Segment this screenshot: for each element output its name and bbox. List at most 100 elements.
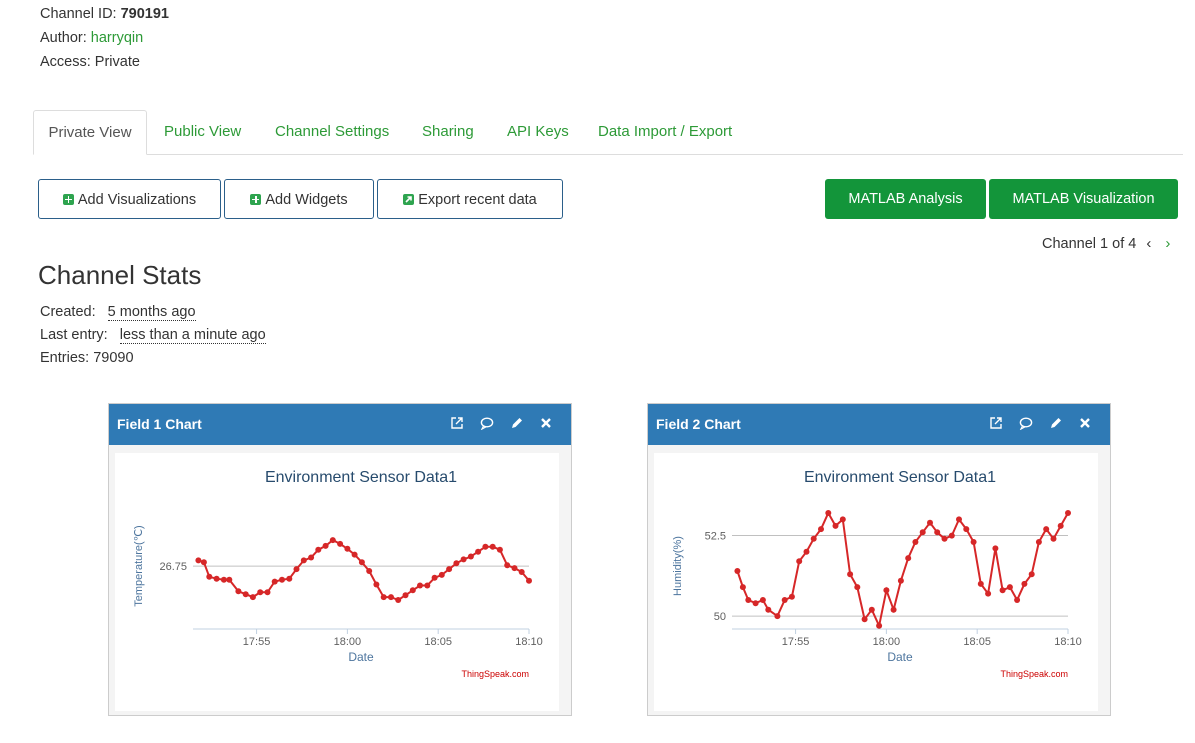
data-point xyxy=(956,516,962,523)
data-point xyxy=(308,554,315,561)
data-point xyxy=(358,559,365,566)
data-point xyxy=(395,597,402,603)
close-icon[interactable] xyxy=(539,416,553,430)
chart-area: Environment Sensor Data1 50 52.5 17:55 18:00… xyxy=(654,453,1098,711)
data-point xyxy=(315,546,322,553)
data-point xyxy=(300,557,307,564)
data-point xyxy=(460,556,467,563)
data-point xyxy=(999,587,1006,594)
export-recent-data-label: Export recent data xyxy=(418,192,537,208)
created-value: 5 months ago xyxy=(107,304,196,321)
chart-area: Environment Sensor Data1 26.75 17:55 18:00 1… xyxy=(115,453,559,711)
field-2-line-chart: Environment Sensor Data1 50 52.5 17:55 18:00… xyxy=(672,469,1082,679)
data-point xyxy=(739,584,746,591)
panel-title: Field 2 Chart xyxy=(656,416,741,432)
data-point xyxy=(825,510,832,516)
data-point xyxy=(934,529,941,536)
data-point xyxy=(453,560,460,567)
matlab-visualization-button[interactable]: MATLAB Visualization xyxy=(989,179,1178,219)
data-point xyxy=(380,594,387,601)
data-point xyxy=(438,571,445,578)
chart-title: Environment Sensor Data1 xyxy=(804,469,996,486)
data-point xyxy=(781,597,788,603)
x-axis-label: Date xyxy=(348,650,374,664)
add-widgets-button[interactable]: Add Widgets xyxy=(224,179,374,219)
last-entry-line: Last entry: less than a minute ago xyxy=(40,327,266,344)
data-point xyxy=(475,548,482,555)
tab-channel-settings[interactable]: Channel Settings xyxy=(275,123,390,140)
y-axis-label: Humidity(%) xyxy=(672,536,684,596)
add-visualizations-button[interactable]: Add Visualizations xyxy=(38,179,221,219)
data-point xyxy=(839,516,846,523)
comment-icon[interactable] xyxy=(480,416,494,430)
tab-private-view[interactable]: Private View xyxy=(33,110,147,155)
data-point xyxy=(992,545,999,552)
field-1-line-chart: Environment Sensor Data1 26.75 17:55 18:00 1… xyxy=(133,469,543,679)
data-point xyxy=(235,588,242,595)
data-point xyxy=(1043,526,1050,533)
tab-data-import-export[interactable]: Data Import / Export xyxy=(598,123,733,140)
data-point xyxy=(195,557,202,564)
channel-pager: Channel 1 of 4 ‹ › xyxy=(1042,235,1170,252)
data-point xyxy=(213,575,220,582)
chevron-left-icon[interactable]: ‹ xyxy=(1146,235,1152,252)
data-point xyxy=(752,600,759,607)
add-visualizations-label: Add Visualizations xyxy=(77,192,197,208)
data-point xyxy=(803,548,810,555)
author-link[interactable]: harryqin xyxy=(90,30,144,46)
external-link-icon[interactable] xyxy=(989,416,1003,430)
y-axis-label: Temperature(℃) xyxy=(133,525,145,606)
external-link-icon[interactable] xyxy=(450,416,464,430)
data-point xyxy=(977,580,984,587)
plus-icon xyxy=(250,194,262,205)
data-point xyxy=(868,606,875,613)
data-point xyxy=(912,539,919,545)
data-point xyxy=(351,551,358,558)
export-recent-data-button[interactable]: Export recent data xyxy=(377,179,563,219)
data-point xyxy=(883,587,890,594)
data-point xyxy=(1021,580,1028,587)
data-point xyxy=(409,587,416,594)
data-point xyxy=(337,540,344,547)
close-icon[interactable] xyxy=(1078,416,1092,430)
data-point xyxy=(818,526,824,533)
matlab-analysis-button[interactable]: MATLAB Analysis xyxy=(825,179,986,219)
data-point xyxy=(373,581,380,588)
tab-api-keys[interactable]: API Keys xyxy=(507,123,569,140)
data-point xyxy=(897,577,904,584)
data-point xyxy=(810,535,817,542)
y-tick-label: 26.75 xyxy=(159,561,187,573)
x-tick-label: 18:00 xyxy=(334,636,362,648)
data-point xyxy=(271,578,278,585)
access-label: Access: xyxy=(40,54,91,70)
field-1-chart-panel: Field 1 Chart Environment Sensor Data1 26… xyxy=(108,403,572,716)
data-point xyxy=(511,565,518,572)
data-point xyxy=(1065,510,1071,516)
data-point xyxy=(242,591,249,598)
data-point xyxy=(496,546,503,553)
data-point xyxy=(1035,539,1042,545)
created-label: Created: xyxy=(40,304,96,320)
data-point xyxy=(890,606,897,613)
tab-public-view[interactable]: Public View xyxy=(164,123,242,140)
pencil-icon[interactable] xyxy=(510,416,524,430)
x-tick-label: 18:05 xyxy=(963,636,991,648)
field-2-chart-panel: Field 2 Chart Environment Sensor Data1 50… xyxy=(647,403,1111,716)
data-point xyxy=(861,616,868,623)
entries-line: Entries: 79090 xyxy=(40,350,134,366)
tab-sharing[interactable]: Sharing xyxy=(422,123,474,140)
pencil-icon[interactable] xyxy=(1049,416,1063,430)
x-tick-label: 18:00 xyxy=(873,636,901,648)
data-point xyxy=(388,594,394,601)
add-widgets-label: Add Widgets xyxy=(265,192,348,208)
data-point xyxy=(417,582,423,589)
data-point xyxy=(854,584,861,591)
chevron-right-icon[interactable]: › xyxy=(1165,235,1171,252)
x-tick-label: 18:10 xyxy=(1054,636,1082,648)
channel-pager-text: Channel 1 of 4 xyxy=(1042,236,1137,252)
data-point xyxy=(518,569,525,575)
comment-icon[interactable] xyxy=(1019,416,1033,430)
channel-stats-heading: Channel Stats xyxy=(38,260,202,290)
data-point xyxy=(919,529,926,536)
created-line: Created: 5 months ago xyxy=(40,304,196,321)
